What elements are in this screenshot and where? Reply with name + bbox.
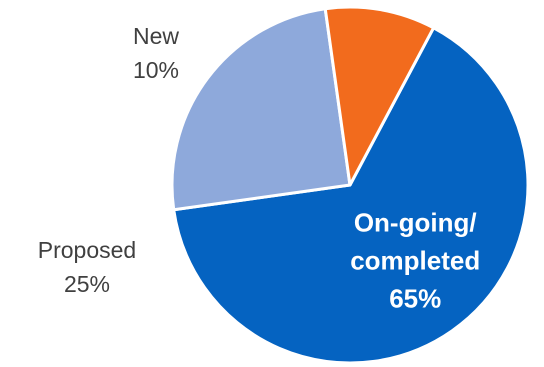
pie-slice-new: [323, 5, 436, 187]
pie-slices: [170, 5, 530, 365]
slice-label-new: New 10%: [133, 23, 179, 83]
slice-name-label: On-going/: [354, 208, 477, 238]
slice-name-label: Proposed: [38, 237, 136, 263]
pie-labels: On-going/completed 65% Proposed 25% New 10%: [38, 23, 480, 314]
slice-value-label: 65%: [389, 284, 441, 314]
pie-slice-on-going-completed: [172, 26, 530, 365]
slice-value-label: 10%: [133, 57, 179, 83]
slice-name-label: New: [133, 23, 179, 49]
pie-slice-proposed: [170, 7, 352, 212]
slice-value-label: 25%: [64, 271, 110, 297]
slice-label-on-going-completed: On-going/completed 65%: [350, 208, 480, 314]
slice-label-proposed: Proposed 25%: [38, 237, 136, 297]
slice-name-label: completed: [350, 246, 480, 276]
